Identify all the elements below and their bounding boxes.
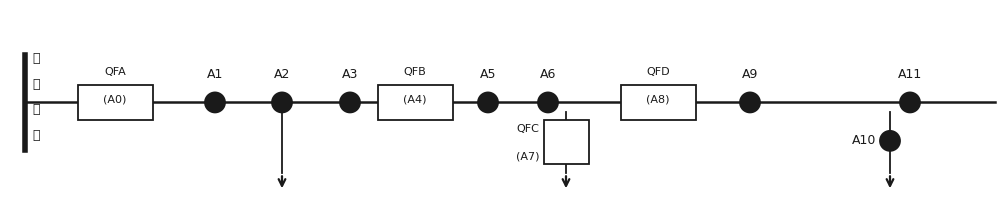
Text: A9: A9 — [742, 68, 758, 81]
Text: A3: A3 — [342, 68, 358, 81]
Circle shape — [900, 92, 920, 112]
Circle shape — [272, 92, 292, 112]
Text: A6: A6 — [540, 68, 556, 81]
Text: QFC: QFC — [517, 124, 540, 134]
Text: QFB: QFB — [404, 67, 426, 77]
Bar — [620, 85, 696, 120]
Text: (A0): (A0) — [103, 94, 127, 104]
Circle shape — [538, 92, 558, 112]
Bar — [544, 120, 588, 164]
Text: A5: A5 — [480, 68, 496, 81]
Circle shape — [740, 92, 760, 112]
Text: 变: 变 — [32, 129, 40, 142]
Text: QFD: QFD — [646, 67, 670, 77]
Text: QFA: QFA — [104, 67, 126, 77]
Text: (A4): (A4) — [403, 94, 427, 104]
Circle shape — [880, 131, 900, 151]
Text: A10: A10 — [852, 134, 876, 147]
Text: (A8): (A8) — [646, 94, 670, 104]
Circle shape — [205, 92, 225, 112]
Text: (A7): (A7) — [516, 151, 540, 162]
Text: 甲: 甲 — [32, 52, 40, 65]
Bar — [378, 85, 452, 120]
Circle shape — [340, 92, 360, 112]
Text: 站: 站 — [32, 78, 40, 91]
Bar — [78, 85, 152, 120]
Text: A1: A1 — [207, 68, 223, 81]
Text: A11: A11 — [898, 68, 922, 81]
Text: 电: 电 — [32, 103, 40, 116]
Text: A2: A2 — [274, 68, 290, 81]
Circle shape — [478, 92, 498, 112]
